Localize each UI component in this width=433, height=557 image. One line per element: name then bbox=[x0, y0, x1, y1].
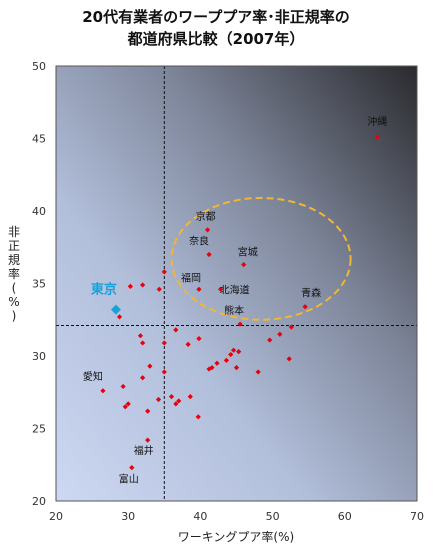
x-axis-label: ワーキングプア率(%) bbox=[178, 529, 294, 544]
y-tick-label: 50 bbox=[32, 60, 46, 73]
x-tick-label: 40 bbox=[193, 510, 207, 523]
data-point bbox=[196, 336, 202, 342]
axis-ticks: 20 30 40 50 60 70 20 25 30 35 40 45 50 bbox=[32, 60, 424, 523]
data-point bbox=[116, 314, 123, 320]
data-point bbox=[187, 394, 193, 400]
highlight-ellipse bbox=[170, 196, 352, 321]
data-point bbox=[223, 357, 229, 363]
point-label-tokyo: 東京 bbox=[91, 282, 117, 298]
data-point bbox=[236, 349, 242, 355]
reference-lines bbox=[56, 66, 417, 501]
data-point bbox=[288, 324, 294, 330]
y-axis-label: 非正規率(%) bbox=[8, 225, 20, 323]
data-point bbox=[176, 398, 182, 404]
data-point bbox=[231, 347, 237, 353]
data-point bbox=[233, 365, 240, 371]
point-label: 熊本 bbox=[224, 304, 244, 317]
data-point bbox=[267, 337, 273, 343]
data-point bbox=[237, 321, 243, 327]
data-points bbox=[100, 134, 380, 471]
data-point bbox=[129, 465, 135, 471]
y-tick-label: 45 bbox=[32, 133, 46, 146]
y-tick-label: 40 bbox=[32, 205, 46, 218]
data-point bbox=[140, 375, 146, 381]
point-label: 富山 bbox=[119, 473, 139, 486]
point-label: 京都 bbox=[196, 210, 216, 223]
point-label: 沖縄 bbox=[367, 115, 387, 128]
data-point bbox=[173, 401, 179, 407]
cluster-ellipse bbox=[170, 196, 352, 321]
data-point bbox=[145, 437, 151, 443]
data-point bbox=[120, 383, 126, 390]
point-label: 福井 bbox=[134, 444, 154, 457]
data-point bbox=[145, 408, 151, 414]
y-axis-label-char: 非 bbox=[8, 225, 20, 239]
data-point bbox=[127, 283, 133, 289]
data-point bbox=[125, 401, 131, 407]
y-axis-label-char: 正 bbox=[8, 239, 20, 253]
y-axis-label-char: 率 bbox=[8, 266, 20, 281]
data-point bbox=[206, 251, 212, 258]
data-point bbox=[156, 286, 162, 292]
data-point bbox=[205, 227, 211, 233]
data-point bbox=[214, 360, 220, 366]
point-label: 北海道 bbox=[220, 283, 250, 296]
point-label: 青森 bbox=[301, 287, 321, 300]
chart-title-line-1: 20代有業者のワーププア率･非正規率の bbox=[82, 8, 349, 26]
data-point bbox=[161, 369, 167, 375]
x-tick-label: 60 bbox=[338, 510, 352, 523]
plot-area bbox=[56, 66, 417, 501]
data-point bbox=[137, 333, 144, 339]
point-label: 奈良 bbox=[189, 235, 209, 248]
y-axis-label-char: % bbox=[8, 295, 19, 309]
data-point bbox=[168, 394, 175, 400]
y-axis-label-char: 規 bbox=[8, 252, 20, 267]
x-tick-label: 30 bbox=[121, 510, 135, 523]
data-point bbox=[196, 286, 202, 292]
point-label: 福岡 bbox=[181, 271, 201, 284]
data-point bbox=[209, 365, 215, 371]
x-tick-label: 70 bbox=[410, 510, 424, 523]
data-point bbox=[173, 327, 179, 333]
data-point bbox=[147, 363, 153, 369]
data-point bbox=[277, 331, 283, 337]
data-point bbox=[255, 369, 261, 375]
data-point bbox=[161, 340, 167, 346]
data-point bbox=[195, 414, 201, 420]
data-point bbox=[100, 388, 106, 394]
data-point bbox=[374, 134, 380, 140]
data-point bbox=[218, 286, 224, 292]
x-tick-label: 50 bbox=[266, 510, 280, 523]
data-point-tokyo bbox=[110, 304, 121, 315]
y-tick-label: 20 bbox=[32, 495, 46, 508]
data-point bbox=[228, 351, 234, 358]
data-point bbox=[140, 282, 146, 288]
y-tick-label: 30 bbox=[32, 350, 46, 363]
data-point bbox=[140, 340, 146, 346]
point-label: 宮城 bbox=[238, 246, 258, 259]
y-axis-label-char: ( bbox=[12, 281, 17, 295]
data-point bbox=[302, 304, 308, 310]
data-point bbox=[241, 262, 247, 268]
data-point bbox=[185, 341, 191, 347]
y-tick-label: 25 bbox=[32, 423, 46, 436]
y-tick-label: 35 bbox=[32, 278, 46, 291]
y-axis-label-char: ) bbox=[12, 309, 17, 323]
plot-border bbox=[55, 65, 418, 502]
x-tick-label: 20 bbox=[49, 510, 63, 523]
data-point bbox=[122, 404, 128, 410]
point-label: 愛知 bbox=[83, 370, 103, 383]
data-point bbox=[155, 396, 162, 403]
data-point bbox=[286, 356, 292, 362]
chart-title-line-2: 都道府県比較（2007年） bbox=[127, 30, 305, 48]
data-point bbox=[161, 269, 167, 275]
